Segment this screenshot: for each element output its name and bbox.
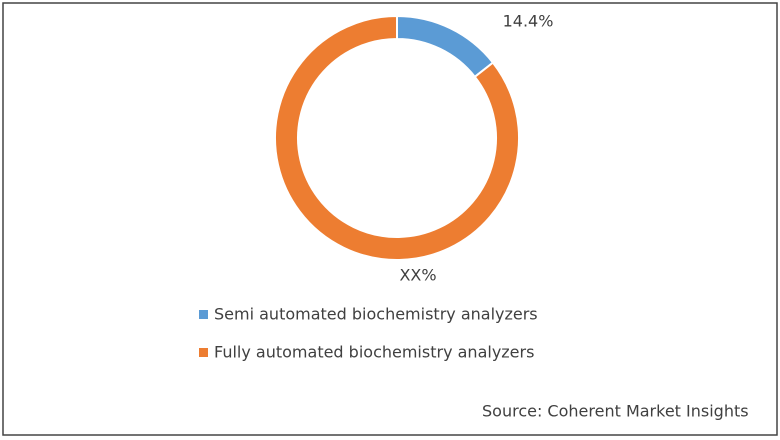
source: Source: Coherent Market Insights — [482, 402, 749, 421]
legend-swatch — [199, 348, 208, 357]
legend-label: Fully automated biochemistry analyzers — [214, 343, 534, 362]
legend-label: Semi automated biochemistry analyzers — [214, 305, 538, 324]
data-label: XX% — [399, 266, 436, 285]
legend-swatch — [199, 310, 208, 319]
donut-segment — [274, 14, 520, 261]
data-label: 14.4% — [503, 12, 554, 31]
